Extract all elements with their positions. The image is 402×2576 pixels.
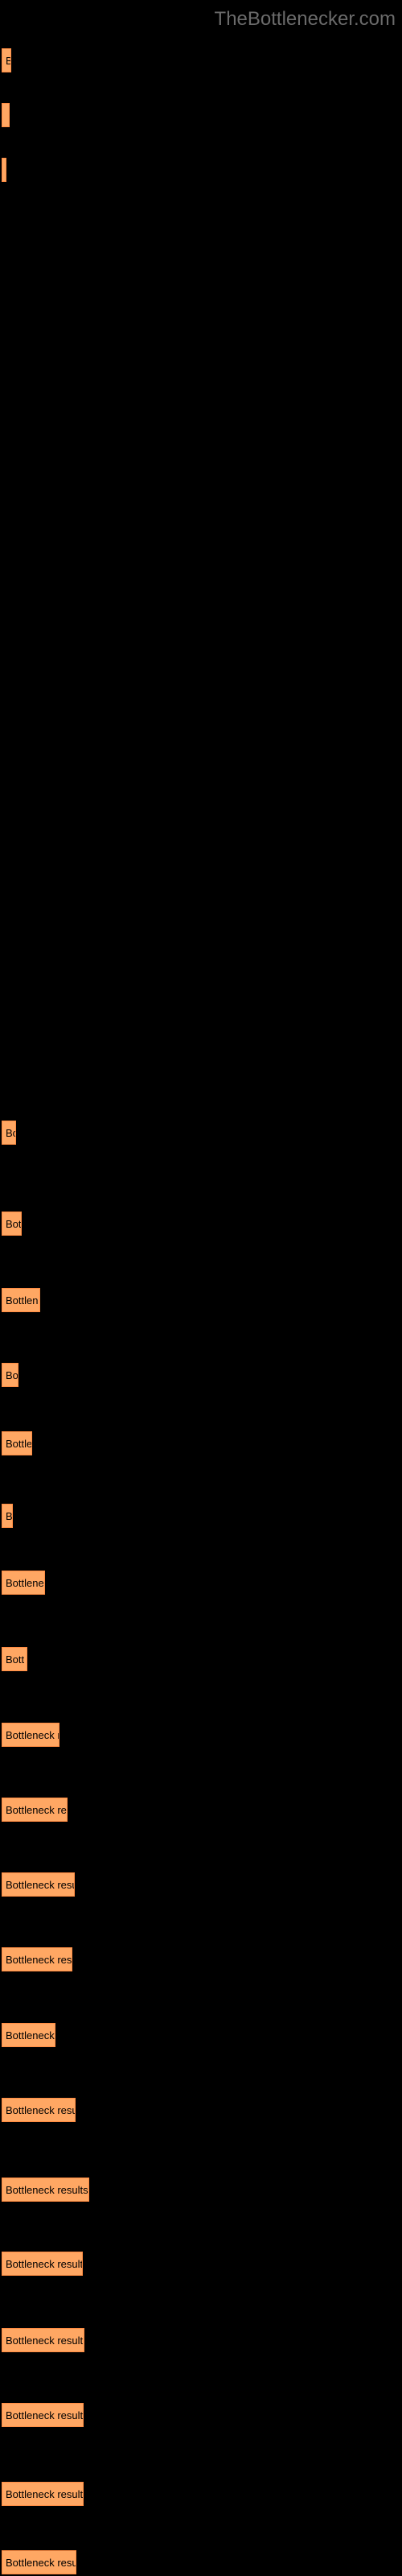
chart-bar: Bott: [2, 1647, 27, 1671]
bar-chart: B Bo Bot Bottlen Bo Bottle B Bottlene Bott Bottle…: [0, 0, 402, 2576]
chart-bar: Bottleneck result: [2, 2482, 84, 2506]
chart-bar: Bottleneck resu: [2, 1872, 75, 1897]
chart-bar: Bottleneck result: [2, 2328, 84, 2352]
chart-bar: Bottleneck resu: [2, 2098, 76, 2122]
chart-bar: Bottle: [2, 1431, 32, 1455]
chart-bar: Bottlen: [2, 1288, 40, 1312]
chart-bar: Bottleneck resu: [2, 2550, 76, 2574]
chart-bar: [2, 103, 10, 127]
chart-bar: Bottleneck: [2, 2023, 55, 2047]
chart-bar: Bottleneck result: [2, 2252, 83, 2276]
chart-bar: Bo: [2, 1363, 18, 1387]
chart-bar: Bottleneck r: [2, 1723, 59, 1747]
chart-bar: [2, 158, 6, 182]
chart-bar: B: [2, 48, 11, 72]
chart-bar: Bottleneck results: [2, 2178, 89, 2202]
chart-bar: Bottlene: [2, 1571, 45, 1595]
chart-bar: Bot: [2, 1212, 22, 1236]
chart-bar: Bo: [2, 1121, 16, 1145]
chart-bar: Bottleneck result: [2, 2403, 84, 2427]
chart-bar: Bottleneck res: [2, 1947, 72, 1971]
chart-bar: B: [2, 1504, 13, 1528]
chart-bar: Bottleneck re: [2, 1798, 68, 1822]
